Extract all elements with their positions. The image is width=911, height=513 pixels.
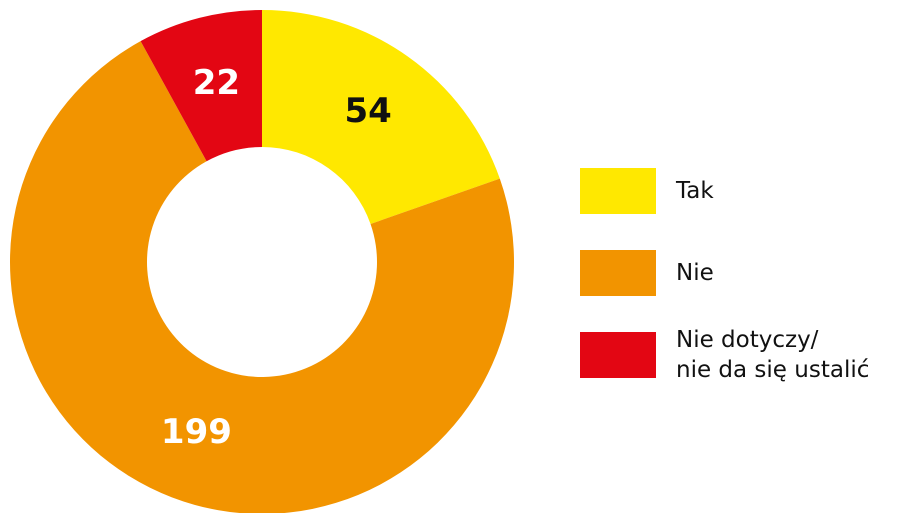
data-label: 54 (344, 91, 391, 131)
donut-slice (10, 41, 514, 513)
legend-label: Nie (676, 260, 714, 286)
legend-swatch (580, 250, 656, 296)
donut-slice (140, 10, 262, 162)
legend-item: Nie dotyczy/ nie da się ustalić (580, 324, 869, 386)
legend-item: Tak (580, 160, 869, 222)
donut-slice (262, 10, 500, 224)
chart: 54 199 22 (10, 10, 514, 513)
legend-item: Nie (580, 242, 869, 304)
legend-swatch (580, 168, 656, 214)
legend-swatch (580, 332, 656, 378)
legend: Tak Nie Nie dotyczy/ nie da się ustalić (580, 160, 869, 406)
legend-label: Tak (676, 178, 714, 204)
legend-label: Nie dotyczy/ nie da się ustalić (676, 327, 870, 383)
data-label: 22 (193, 63, 240, 103)
data-label: 199 (161, 412, 232, 452)
